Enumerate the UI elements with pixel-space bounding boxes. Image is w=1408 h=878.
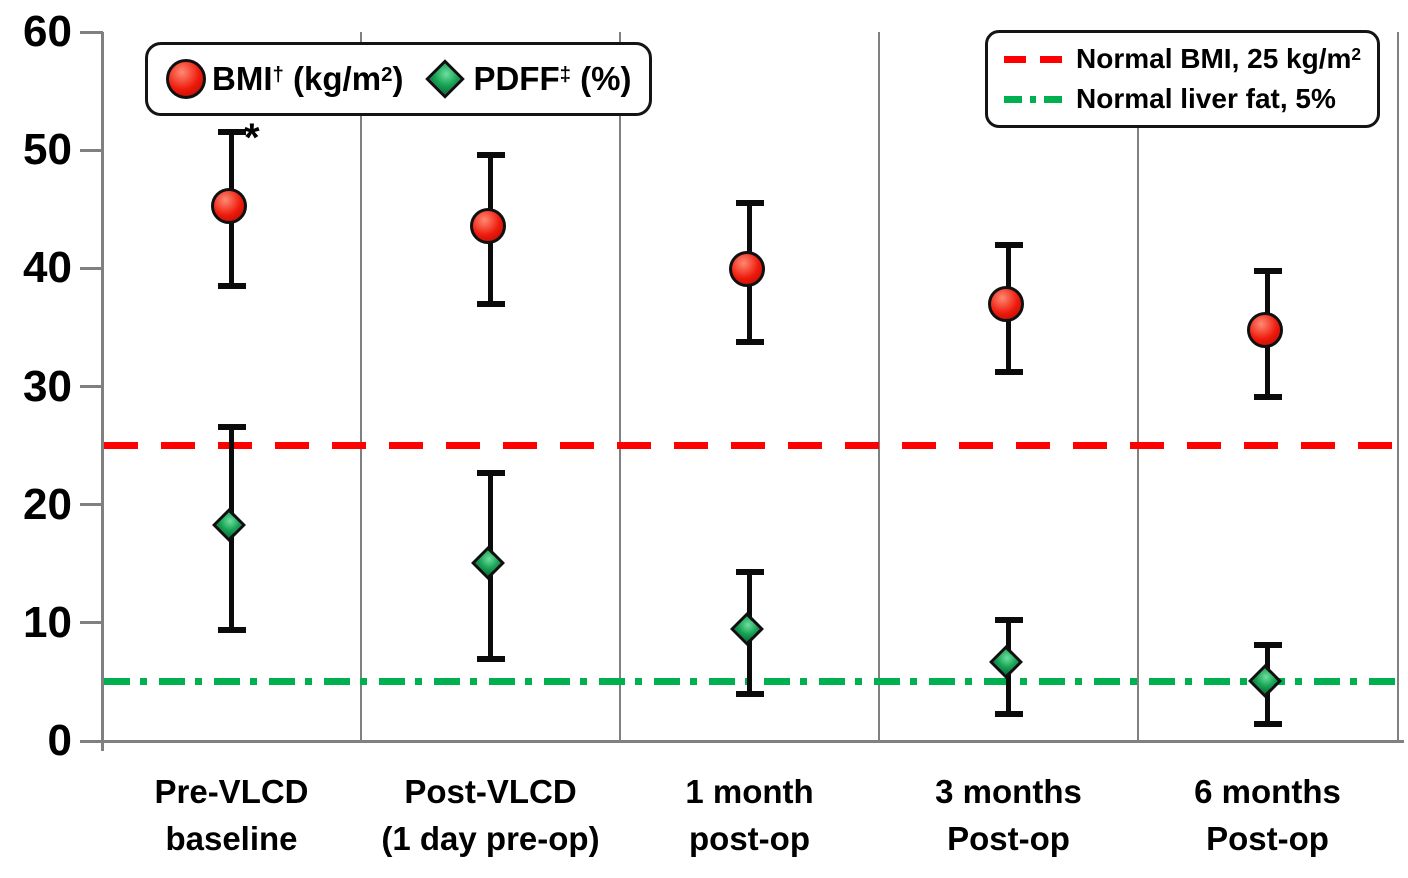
error-bar-cap-bottom [477,301,505,307]
pdff-diamond-icon [423,57,467,101]
error-bar-cap-top [995,617,1023,623]
text-part: 2 [381,62,393,86]
category-label: Pre-VLCD baseline [104,768,359,862]
legend-bmi-label: BMI† (kg/m2) [212,60,403,98]
text-part: BMI [212,60,273,97]
legend-row-normal-bmi: Normal BMI, 25 kg/m2 [1004,43,1361,75]
legend-reference-lines: Normal BMI, 25 kg/m2 Normal liver fat, 5… [985,30,1381,128]
y-tick [80,31,103,34]
category-label: 1 month post-op [622,768,877,862]
legend-normal-liver-fat-label: Normal liver fat, 5% [1076,83,1336,115]
category-divider [878,32,880,741]
error-bar-cap-top [477,152,505,158]
text-part: 2 [1351,44,1362,65]
pdff-diamond-shape [425,59,466,99]
error-bar-cap-top [1254,642,1282,648]
error-bar-cap-top [736,569,764,575]
text-part: † [272,62,284,86]
y-tick-label: 0 [47,716,72,765]
y-tick-label: 10 [23,598,72,647]
y-tick [80,385,103,388]
error-bar-cap-bottom [995,711,1023,717]
pdff-marker [730,612,764,646]
category-label-line1: 1 month [685,773,814,810]
bmi-circle-icon [166,59,206,99]
category-divider [619,32,621,741]
category-divider [360,32,362,741]
text-part: Normal liver fat, 5% [1076,83,1336,114]
error-bar-cap-top [477,470,505,476]
bmi-marker [729,251,765,287]
text-part: ‡ [559,62,571,86]
text-part: Normal BMI, 25 kg/m [1076,43,1352,74]
y-tick-label: 50 [23,125,72,174]
legend-row-normal-liver-fat: Normal liver fat, 5% [1004,83,1336,115]
x-axis-line [80,740,1404,743]
error-bar-cap-bottom [218,283,246,289]
y-tick [80,267,103,270]
legend-pdff-label: PDFF‡ (%) [473,60,631,98]
category-label: 6 months Post-op [1140,768,1395,862]
category-label-line2: (1 day pre-op) [381,820,600,857]
error-bar-cap-top [736,200,764,206]
bmi-marker [988,286,1024,322]
text-part: (%) [570,60,632,97]
pdff-marker [471,546,505,580]
category-label: 3 months Post-op [881,768,1136,862]
legend-normal-bmi-label: Normal BMI, 25 kg/m2 [1076,43,1361,75]
ref-line-normal-bmi [104,442,1404,449]
bmi-marker [470,208,506,244]
error-bar-cap-bottom [736,339,764,345]
category-label-line2: post-op [689,820,810,857]
dashed-red-line-icon [1004,55,1064,63]
y-tick [80,621,103,624]
y-tick-label: 30 [23,362,72,411]
y-axis-line [101,32,104,751]
category-label-line2: Post-op [1206,820,1329,857]
y-tick-label: 20 [23,480,72,529]
y-tick [80,503,103,506]
category-label-line1: Post-VLCD [404,773,577,810]
text-part: PDFF [473,60,560,97]
text-part: ) [392,60,404,97]
y-tick [80,149,103,152]
bmi-marker [211,188,247,224]
error-bar-cap-bottom [477,656,505,662]
pdff-marker [989,645,1023,679]
category-label: Post-VLCD (1 day pre-op) [363,768,618,862]
category-label-line1: 6 months [1194,773,1341,810]
y-tick-label: 60 [23,7,72,56]
y-tick-label: 40 [23,243,72,292]
error-bar-cap-top [995,242,1023,248]
y-tick [80,740,103,743]
error-bar-cap-bottom [995,369,1023,375]
dashdot-green-line-icon [1004,95,1064,103]
legend-series: BMI† (kg/m2) PDFF‡ (%) [145,42,653,116]
error-bar-cap-bottom [218,627,246,633]
pdff-marker [212,508,246,542]
error-bar-cap-top [218,129,246,135]
text-part: (kg/m [283,60,382,97]
ref-line-normal-liver-fat [104,678,1404,685]
category-label-line1: 3 months [935,773,1082,810]
error-bar-cap-bottom [736,691,764,697]
category-divider [1397,32,1399,741]
bmi-marker [1247,312,1283,348]
category-label-line2: Post-op [947,820,1070,857]
category-divider [1137,32,1139,741]
error-bar-cap-top [1254,268,1282,274]
error-bar-cap-bottom [1254,721,1282,727]
significance-asterisk: * [244,116,260,160]
category-label-line1: Pre-VLCD [154,773,309,810]
error-bar-cap-top [218,424,246,430]
error-bar-cap-bottom [1254,394,1282,400]
category-label-line2: baseline [165,820,298,857]
pdff-marker [1248,664,1282,698]
